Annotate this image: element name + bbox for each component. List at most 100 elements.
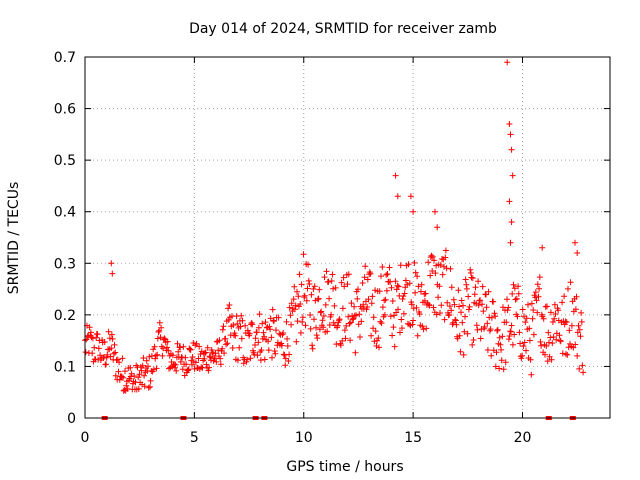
data-point [463, 285, 470, 292]
data-point [401, 290, 408, 297]
data-point [336, 316, 343, 323]
data-point [299, 314, 306, 321]
data-point [465, 306, 472, 313]
data-point [150, 366, 157, 373]
data-point [530, 307, 537, 313]
data-point [323, 268, 330, 275]
data-point [244, 356, 251, 363]
data-point [368, 300, 375, 307]
data-point [394, 193, 401, 200]
data-point [298, 281, 305, 288]
data-point [140, 355, 147, 361]
data-point [395, 306, 401, 313]
x-tick-label: 20 [514, 430, 532, 446]
data-point [568, 322, 575, 329]
data-point [177, 358, 184, 365]
data-point [284, 335, 291, 342]
data-point [567, 279, 574, 286]
data-point [300, 251, 307, 258]
data-point [225, 305, 232, 312]
x-tick-labels: 0 5 10 15 20 [81, 430, 532, 446]
data-point [456, 332, 463, 339]
data-point [271, 318, 277, 325]
data-point [232, 332, 239, 339]
data-point [269, 354, 275, 361]
data-point [219, 345, 226, 352]
data-point [508, 322, 515, 329]
data-point [405, 261, 412, 268]
data-point [461, 328, 468, 335]
data-point [436, 283, 443, 290]
data-point [155, 329, 162, 335]
data-point [372, 328, 379, 335]
data-point [572, 306, 579, 313]
data-point [387, 278, 394, 285]
data-point [246, 330, 253, 337]
data-point [266, 323, 273, 330]
y-tick-label: 0.7 [54, 50, 76, 66]
data-point [283, 318, 290, 325]
data-point [138, 367, 145, 374]
data-point [490, 298, 497, 305]
data-point [341, 327, 348, 334]
data-point [185, 366, 192, 373]
data-point [493, 349, 500, 356]
data-point [365, 296, 372, 303]
data-point [442, 254, 449, 261]
data-point [475, 302, 482, 309]
data-point [119, 355, 126, 362]
data-point [341, 283, 348, 290]
data-point [322, 301, 329, 308]
data-point [253, 329, 260, 336]
data-point [371, 338, 378, 345]
data-point [146, 353, 153, 360]
data-point [536, 274, 543, 281]
data-point [394, 282, 401, 289]
data-point [334, 322, 341, 329]
data-point [153, 365, 160, 372]
data-point [328, 311, 335, 318]
data-point [197, 351, 204, 358]
data-point [511, 285, 518, 292]
data-point [544, 303, 550, 310]
data-point [502, 359, 509, 366]
data-point [291, 283, 298, 290]
data-point [115, 368, 122, 375]
data-point [324, 328, 331, 335]
data-point [157, 334, 164, 341]
grid-lines [85, 57, 610, 418]
data-point [207, 354, 214, 361]
y-tick-label: 0.5 [54, 153, 76, 169]
data-point [467, 270, 474, 276]
data-point [400, 310, 407, 317]
data-point [507, 131, 514, 138]
data-point [389, 332, 396, 339]
data-point [535, 293, 542, 300]
data-point [217, 355, 224, 362]
data-point [164, 338, 171, 345]
data-point [116, 359, 123, 366]
data-point [261, 356, 268, 363]
data-point [114, 356, 121, 363]
data-point [347, 319, 354, 326]
data-point [192, 359, 199, 366]
data-point [222, 335, 229, 342]
data-point [263, 324, 270, 331]
data-point [306, 281, 313, 287]
data-point [109, 270, 116, 277]
data-point [525, 301, 531, 308]
data-point [156, 327, 163, 334]
data-point [504, 307, 511, 314]
data-point [164, 344, 170, 351]
data-point [517, 340, 524, 347]
data-point [458, 297, 465, 304]
data-point [379, 304, 386, 311]
data-point [549, 340, 556, 347]
data-point [509, 172, 516, 179]
data-point [154, 351, 161, 358]
data-point [367, 270, 374, 277]
data-point [576, 326, 583, 333]
data-point [189, 354, 196, 360]
x-tick-label: 0 [81, 430, 90, 446]
